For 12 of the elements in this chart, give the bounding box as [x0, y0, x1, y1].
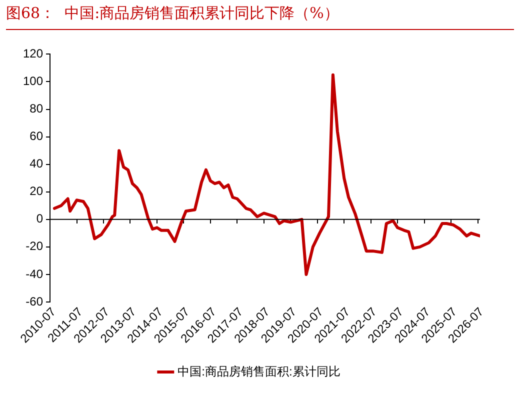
y-tick-label: 100 — [22, 74, 44, 88]
y-tick-label: -20 — [26, 239, 44, 254]
chart-title: 图68： 中国:商品房销售面积累计同比下降（%） — [6, 4, 514, 30]
y-tick-label: 0 — [36, 212, 44, 226]
y-tick-label: -60 — [26, 294, 44, 308]
y-tick-label: 40 — [30, 156, 44, 171]
y-tick-label: 60 — [30, 129, 44, 144]
y-tick-label: 20 — [30, 184, 44, 198]
y-tick-label: 80 — [30, 102, 44, 116]
legend-label: 中国:商品房销售面积:累计同比 — [178, 364, 340, 378]
y-tick-label: 120 — [22, 46, 44, 61]
y-tick-label: -40 — [26, 266, 44, 281]
